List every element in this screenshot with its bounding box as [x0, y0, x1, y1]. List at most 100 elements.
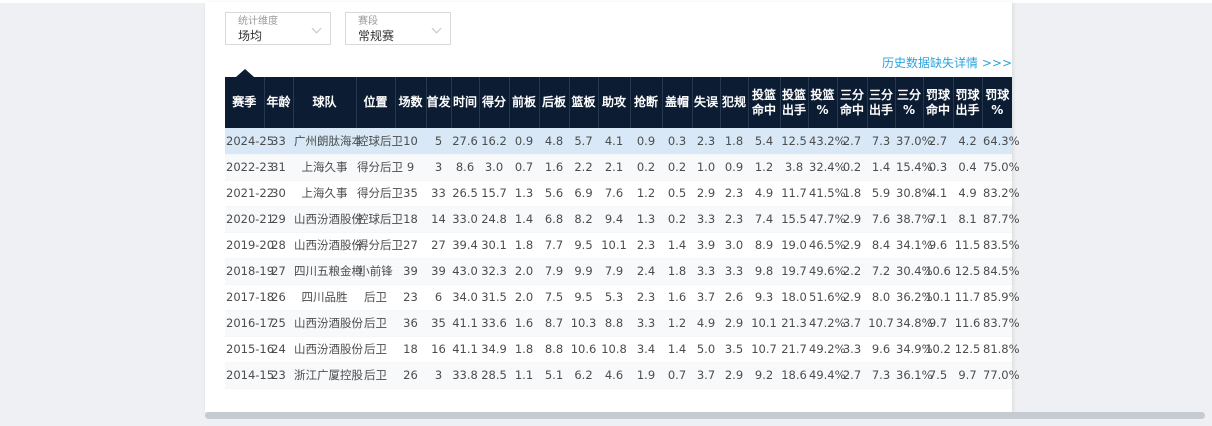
col-header-blk[interactable]: 盖帽	[662, 77, 693, 128]
cell-position: 后卫	[356, 336, 395, 363]
cell-season: 2020-21	[225, 206, 274, 233]
col-header-tov[interactable]: 失误	[692, 77, 721, 128]
table-row: 2020-21 29 山西汾酒股份 控球后卫 18 14 33.0 24.8 1.4 6.8 8.2…	[225, 206, 1020, 233]
col-header-starts[interactable]: 首发	[426, 77, 452, 128]
cell-games: 39	[395, 258, 426, 285]
cell-blk: 0.5	[662, 180, 692, 207]
cell-ftm: 0.3	[923, 154, 953, 181]
cell-ftm: 9.7	[923, 310, 953, 337]
stage-select[interactable]: 赛段 常规赛	[345, 12, 451, 45]
stat-dimension-label: 统计维度	[238, 16, 278, 27]
horizontal-scrollbar[interactable]	[205, 412, 1205, 419]
cell-minutes: 39.4	[451, 232, 479, 259]
cell-age: 23	[264, 362, 293, 389]
cell-blk: 1.2	[662, 310, 692, 337]
col-header-orb[interactable]: 前板	[509, 77, 540, 128]
cell-reb: 6.9	[569, 180, 598, 207]
col-header-position[interactable]: 位置	[356, 77, 396, 128]
cell-blk: 0.7	[662, 362, 692, 389]
cell-fgm: 5.4	[748, 128, 780, 155]
cell-tov: 3.9	[692, 232, 720, 259]
cell-tpm: 2.7	[837, 362, 867, 389]
cell-reb: 6.2	[569, 362, 598, 389]
cell-orb: 2.0	[509, 258, 539, 285]
cell-reb: 10.6	[569, 336, 598, 363]
cell-points: 15.7	[479, 180, 509, 207]
cell-ft-pct: 83.5%	[982, 232, 1020, 259]
cell-fgm: 9.3	[748, 284, 780, 311]
cell-fg-pct: 47.2%	[808, 310, 846, 337]
cell-pf: 2.9	[720, 310, 748, 337]
cell-tp-pct: 34.9%	[895, 336, 933, 363]
cell-reb: 9.5	[569, 284, 598, 311]
col-header-fga[interactable]: 投篮 出手	[780, 77, 809, 128]
col-header-stl[interactable]: 抢断	[630, 77, 663, 128]
cell-ft-pct: 87.7%	[982, 206, 1020, 233]
cell-minutes: 41.1	[451, 310, 479, 337]
cell-blk: 0.3	[662, 128, 692, 155]
cell-pf: 0.9	[720, 154, 748, 181]
col-header-tpa[interactable]: 三分 出手	[867, 77, 896, 128]
cell-minutes: 34.0	[451, 284, 479, 311]
col-header-team[interactable]: 球队	[293, 77, 357, 128]
cell-season: 2016-17	[225, 310, 274, 337]
cell-games: 10	[395, 128, 426, 155]
cell-pf: 2.3	[720, 180, 748, 207]
col-header-ft-pct[interactable]: 罚球 %	[982, 77, 1012, 128]
stat-dimension-select[interactable]: 统计维度 场均	[225, 12, 331, 45]
col-header-drb[interactable]: 后板	[539, 77, 570, 128]
link-row: 历史数据缺失详情 >>>	[225, 52, 1012, 71]
table-row: 2016-17 25 山西汾酒股份 后卫 36 35 41.1 33.6 1.6 8.7 10.3 8…	[225, 310, 1020, 337]
col-header-pf[interactable]: 犯规	[720, 77, 749, 128]
cell-position: 后卫	[356, 284, 395, 311]
cell-points: 24.8	[479, 206, 509, 233]
cell-points: 28.5	[479, 362, 509, 389]
cell-tpa: 7.6	[867, 206, 895, 233]
cell-fga: 21.3	[780, 310, 808, 337]
history-data-missing-link[interactable]: 历史数据缺失详情 >>>	[882, 56, 1012, 70]
col-header-age[interactable]: 年龄	[264, 77, 294, 128]
cell-starts: 33	[426, 180, 451, 207]
col-header-fta[interactable]: 罚球 出手	[953, 77, 983, 128]
cell-reb: 5.7	[569, 128, 598, 155]
col-header-tpm[interactable]: 三分 命中	[837, 77, 868, 128]
cell-starts: 39	[426, 258, 451, 285]
cell-fga: 12.5	[780, 128, 808, 155]
cell-tpm: 2.9	[837, 284, 867, 311]
col-header-tp-pct[interactable]: 三分 %	[895, 77, 924, 128]
cell-season: 2015-16	[225, 336, 274, 363]
sort-caret-icon	[236, 69, 254, 77]
cell-pf: 3.0	[720, 232, 748, 259]
col-header-fg-pct[interactable]: 投篮 %	[808, 77, 838, 128]
cell-pf: 1.8	[720, 128, 748, 155]
cell-minutes: 27.6	[451, 128, 479, 155]
col-header-ast[interactable]: 助攻	[598, 77, 631, 128]
cell-stl: 2.3	[630, 232, 662, 259]
col-header-fgm[interactable]: 投篮 命中	[748, 77, 781, 128]
col-header-points[interactable]: 得分	[479, 77, 510, 128]
col-header-season[interactable]: 赛季	[225, 77, 265, 128]
cell-tpa: 1.4	[867, 154, 895, 181]
col-header-games[interactable]: 场数	[395, 77, 427, 128]
cell-fta: 4.9	[953, 180, 982, 207]
cell-team: 山西汾酒股份	[293, 232, 363, 259]
col-header-reb[interactable]: 篮板	[569, 77, 599, 128]
cell-starts: 6	[426, 284, 451, 311]
cell-pf: 2.3	[720, 206, 748, 233]
cell-age: 28	[264, 232, 293, 259]
cell-points: 3.0	[479, 154, 509, 181]
cell-ft-pct: 83.7%	[982, 310, 1020, 337]
col-header-ftm[interactable]: 罚球 命中	[923, 77, 954, 128]
cell-tpa: 8.4	[867, 232, 895, 259]
cell-tp-pct: 38.7%	[895, 206, 933, 233]
cell-orb: 1.6	[509, 310, 539, 337]
cell-ft-pct: 77.0%	[982, 362, 1020, 389]
cell-ast: 8.8	[598, 310, 630, 337]
cell-fga: 15.5	[780, 206, 808, 233]
table-row: 2015-16 24 山西汾酒股份 后卫 18 16 41.1 34.9 1.8 8.8 10.6 1…	[225, 336, 1020, 363]
cell-games: 18	[395, 206, 426, 233]
col-header-minutes[interactable]: 时间	[451, 77, 480, 128]
cell-age: 29	[264, 206, 293, 233]
cell-tov: 3.3	[692, 258, 720, 285]
chevron-down-icon	[313, 25, 321, 33]
